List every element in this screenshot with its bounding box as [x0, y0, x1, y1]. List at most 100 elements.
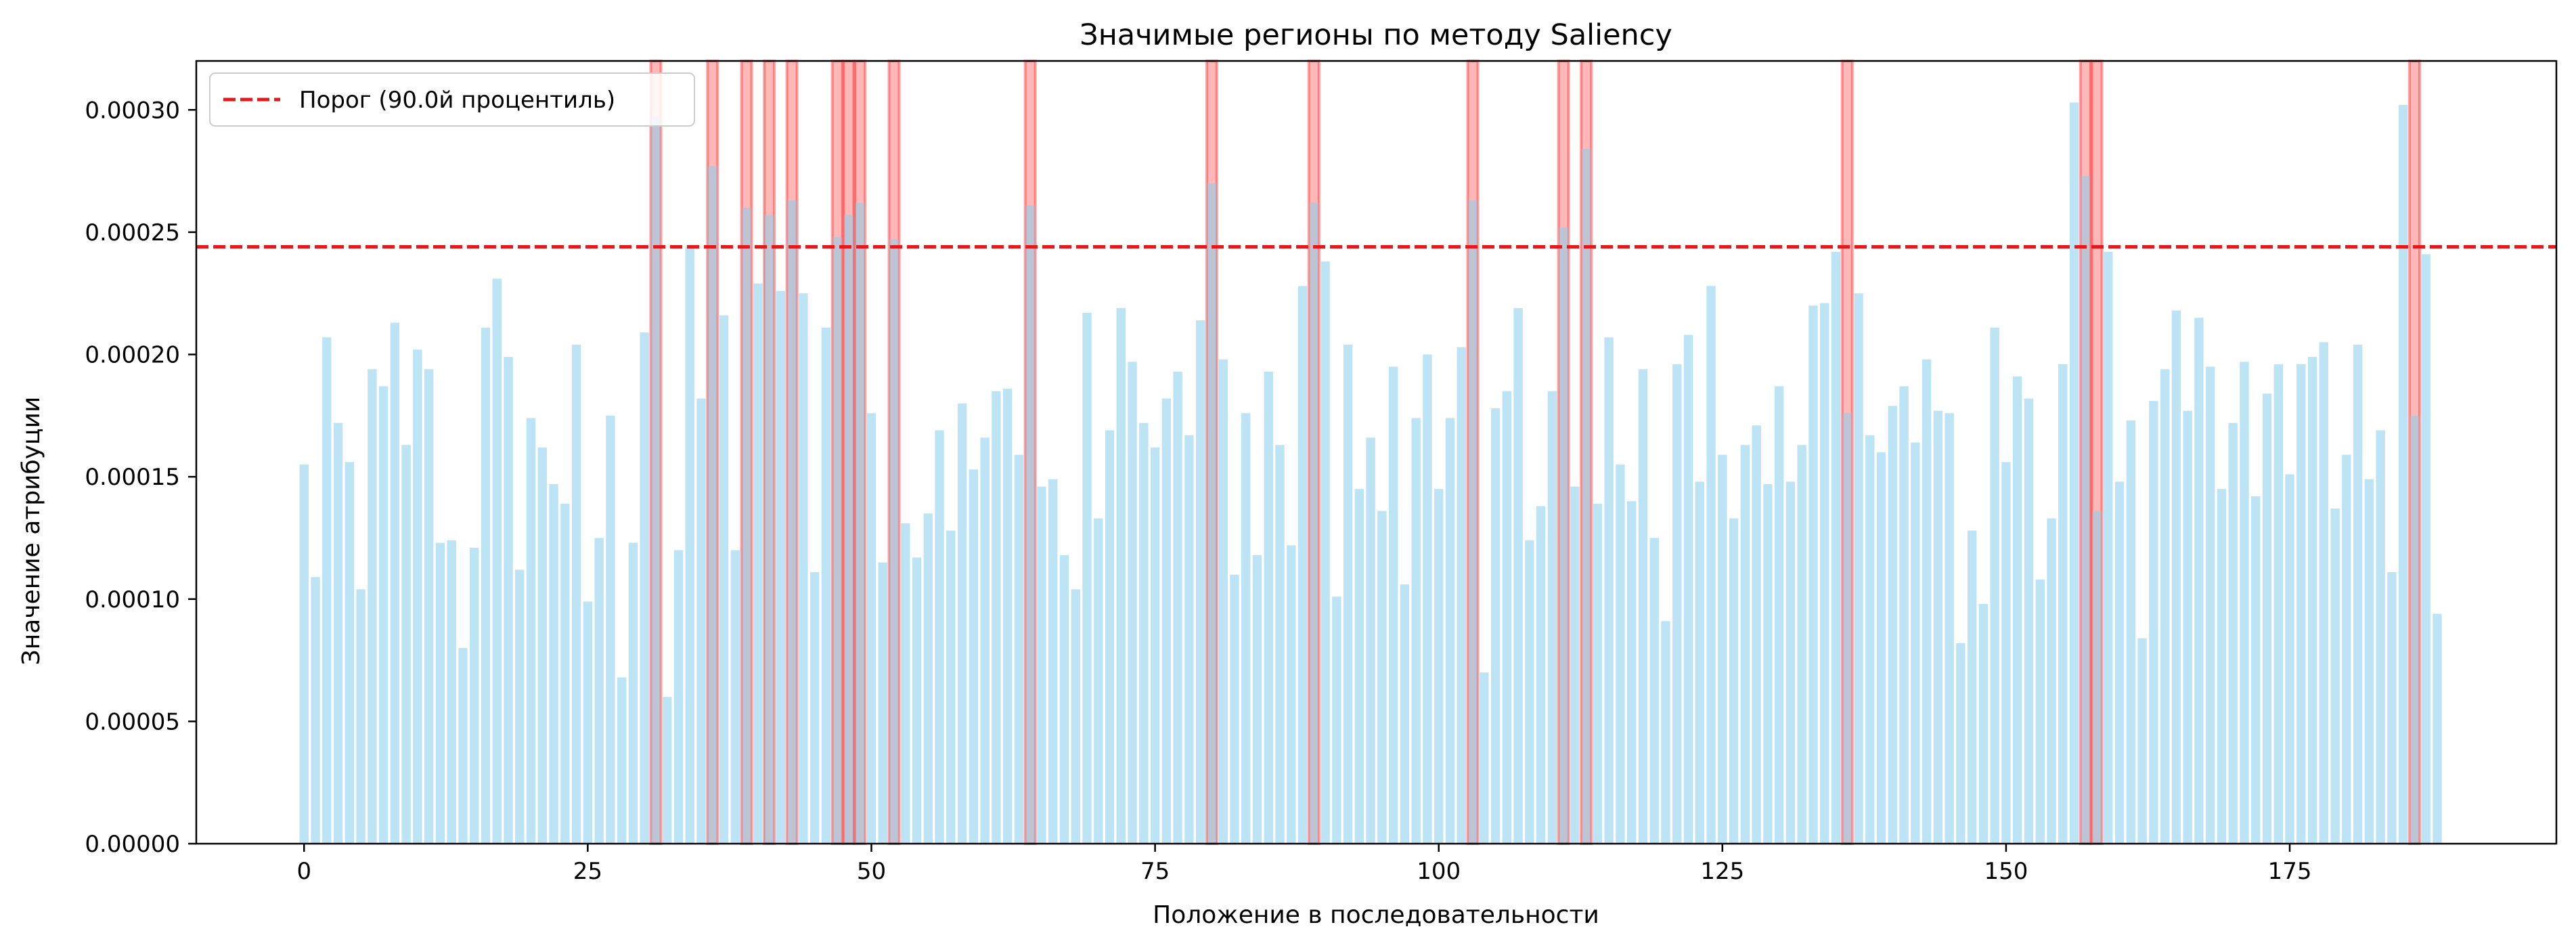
bar	[2160, 369, 2170, 844]
bar	[628, 542, 638, 844]
bar	[1002, 389, 1013, 844]
bar	[1457, 347, 1466, 844]
bar	[481, 327, 491, 844]
bar	[1899, 386, 1909, 844]
bar	[1275, 445, 1285, 844]
bar	[742, 207, 751, 844]
bar	[447, 540, 456, 844]
bar	[1547, 391, 1557, 844]
bar	[2398, 105, 2408, 844]
bar	[2364, 479, 2374, 844]
bar	[980, 437, 990, 844]
bar	[1264, 371, 1273, 844]
bar	[809, 572, 820, 844]
bar	[413, 349, 422, 844]
bar	[345, 462, 355, 844]
bar	[492, 278, 502, 844]
bar	[2183, 410, 2192, 844]
bar	[2047, 518, 2056, 844]
bar	[935, 430, 944, 844]
bar	[2262, 393, 2272, 844]
bar	[2194, 318, 2204, 844]
bar	[901, 523, 910, 844]
y-tick-label: 0.00025	[85, 219, 180, 246]
bar	[1706, 286, 1716, 844]
bar	[311, 577, 320, 844]
x-tick-label: 175	[2268, 858, 2312, 885]
bar	[1468, 200, 1478, 844]
bar	[2251, 496, 2261, 844]
bar	[1400, 584, 1410, 844]
x-tick-label: 125	[1700, 858, 1744, 885]
bar	[560, 503, 570, 844]
bar	[333, 423, 343, 844]
bar	[1139, 423, 1149, 844]
bar	[878, 562, 887, 844]
bar	[2319, 342, 2329, 844]
bar	[1513, 307, 1523, 844]
bar	[1581, 149, 1591, 844]
bar	[424, 369, 434, 844]
bar	[1978, 603, 1989, 844]
bar	[844, 215, 853, 844]
bar	[1956, 643, 1966, 844]
bar	[1876, 452, 1886, 844]
bar	[2307, 357, 2317, 844]
bar	[1774, 386, 1784, 844]
bar	[832, 237, 842, 844]
bar	[1559, 227, 1568, 844]
bar	[299, 465, 309, 844]
y-tick-label: 0.00010	[85, 586, 180, 613]
bar	[889, 239, 899, 844]
y-tick-label: 0.00020	[85, 342, 180, 369]
bar	[2387, 572, 2397, 844]
bar	[2126, 420, 2136, 844]
bar	[1729, 518, 1739, 844]
bar	[1025, 205, 1035, 844]
bar	[708, 166, 717, 844]
bar	[2081, 175, 2090, 844]
bar	[1161, 398, 1172, 844]
bar	[2273, 364, 2283, 844]
bar	[1150, 447, 1160, 844]
plot-area	[196, 60, 2556, 845]
bar	[1082, 313, 1092, 844]
bar	[640, 332, 649, 844]
bar	[2217, 489, 2227, 844]
bar	[458, 648, 468, 844]
bar	[1763, 483, 1773, 844]
x-tick-label: 25	[573, 858, 602, 885]
y-axis-title: Значение атрибуции	[18, 397, 45, 666]
bar	[549, 483, 558, 844]
y-tick-label: 0.00030	[85, 97, 180, 124]
bar	[923, 513, 933, 844]
bar	[1525, 540, 1534, 844]
bar	[969, 469, 979, 844]
bar	[571, 345, 581, 844]
bar	[753, 283, 763, 844]
bar	[787, 200, 797, 844]
bar	[912, 557, 922, 844]
bar	[1570, 486, 1580, 844]
bar	[1638, 369, 1648, 844]
bar	[1184, 435, 1194, 844]
bar	[1945, 413, 1954, 844]
bar	[1865, 435, 1875, 844]
bar	[1343, 345, 1353, 844]
bar	[1014, 454, 1024, 844]
bar	[2353, 345, 2363, 844]
bar	[1593, 503, 1603, 844]
bar	[2024, 398, 2034, 844]
bar	[1842, 413, 1852, 844]
bar	[2342, 454, 2351, 844]
bar	[651, 117, 661, 844]
bar	[719, 315, 729, 844]
bar	[1230, 574, 1239, 844]
bar	[515, 569, 525, 844]
bar	[696, 398, 706, 844]
bar	[1423, 354, 1432, 844]
bar	[2171, 310, 2181, 844]
bar	[2035, 579, 2045, 844]
bar	[1241, 413, 1251, 844]
x-axis-title: Положение в последовательности	[1153, 901, 1599, 929]
